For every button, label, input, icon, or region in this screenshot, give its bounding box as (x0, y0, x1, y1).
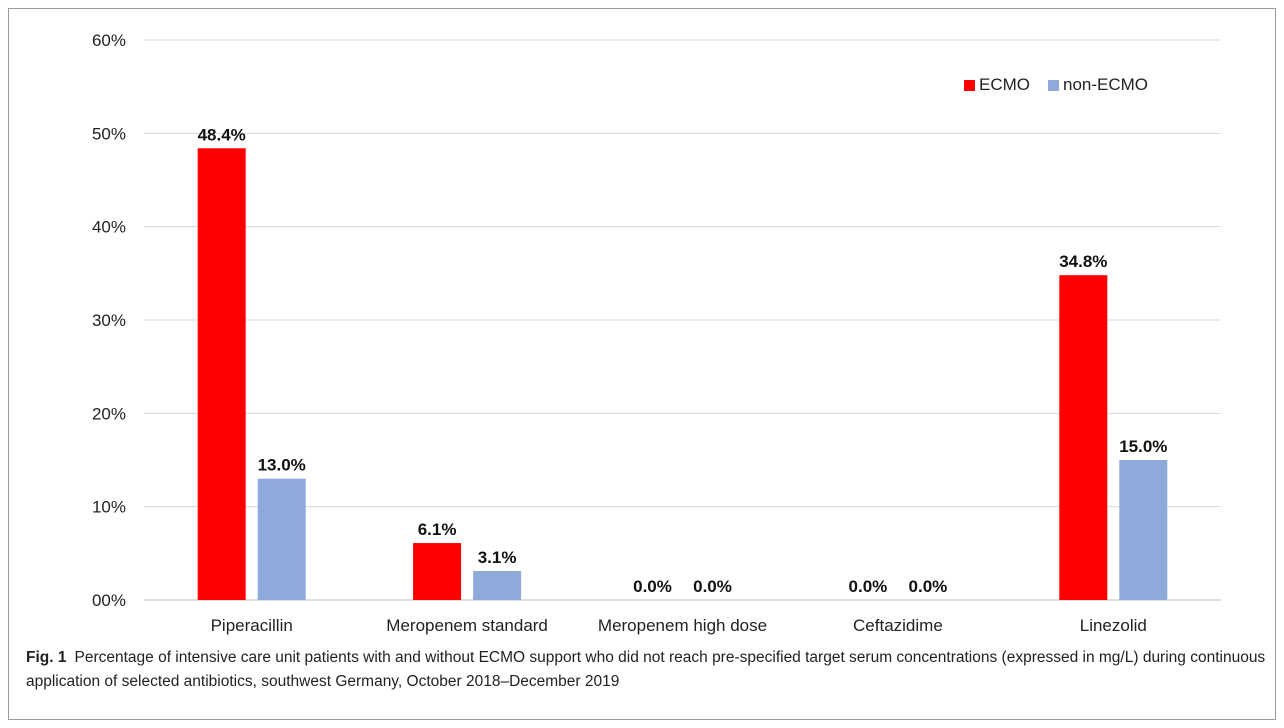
bar (473, 571, 522, 600)
legend-swatch (1048, 80, 1059, 91)
bar (257, 478, 306, 600)
bar (1059, 275, 1108, 600)
x-tick-label: Ceftazidime (853, 616, 943, 635)
x-tick-label: Meropenem high dose (598, 616, 767, 635)
y-tick-label: 60% (92, 31, 126, 50)
data-label: 0.0% (909, 577, 948, 596)
data-labels: 48.4% 13.0% 6.1% 3.1% 0.0% 0.0% 0.0% 0.0% 34.8% 1… (198, 125, 1168, 596)
caption-text: Percentage of intensive care unit patien… (26, 649, 1266, 690)
gridlines (144, 39, 1221, 601)
x-tick-label: Meropenem standard (386, 616, 548, 635)
x-tick-label: Linezolid (1080, 616, 1147, 635)
caption-label: Fig. 1 (26, 649, 67, 666)
data-label: 0.0% (849, 577, 888, 596)
data-label: 6.1% (418, 520, 457, 539)
y-tick-label: 20% (92, 404, 126, 423)
y-axis-ticks: 00% 10% 20% 30% 40% 50% 60% (92, 31, 126, 610)
bar-chart: 00% 10% 20% 30% 40% 50% 60% 48.4% 13.0% 6.1% 3.1%… (92, 31, 1221, 635)
legend-swatch (964, 80, 975, 91)
data-label: 0.0% (633, 577, 672, 596)
y-tick-label: 30% (92, 311, 126, 330)
bar (413, 543, 462, 600)
data-label: 48.4% (198, 125, 246, 144)
data-label: 0.0% (693, 577, 732, 596)
figure-frame: 00% 10% 20% 30% 40% 50% 60% 48.4% 13.0% 6.1% 3.1%… (8, 8, 1276, 720)
y-tick-label: 40% (92, 218, 126, 237)
data-label: 34.8% (1059, 252, 1107, 271)
figure-caption: Fig. 1 Percentage of intensive care unit … (26, 646, 1266, 694)
bar (1119, 460, 1168, 600)
data-label: 13.0% (258, 456, 306, 475)
y-tick-label: 00% (92, 591, 126, 610)
legend: ECMO non-ECMO (964, 75, 1148, 94)
legend-label: non-ECMO (1063, 75, 1148, 94)
bars (197, 148, 1168, 600)
data-label: 15.0% (1119, 437, 1167, 456)
bar (197, 148, 246, 600)
x-tick-label: Piperacillin (211, 616, 293, 635)
data-label: 3.1% (478, 548, 517, 567)
y-tick-label: 50% (92, 124, 126, 143)
legend-label: ECMO (979, 75, 1030, 94)
y-tick-label: 10% (92, 498, 126, 517)
